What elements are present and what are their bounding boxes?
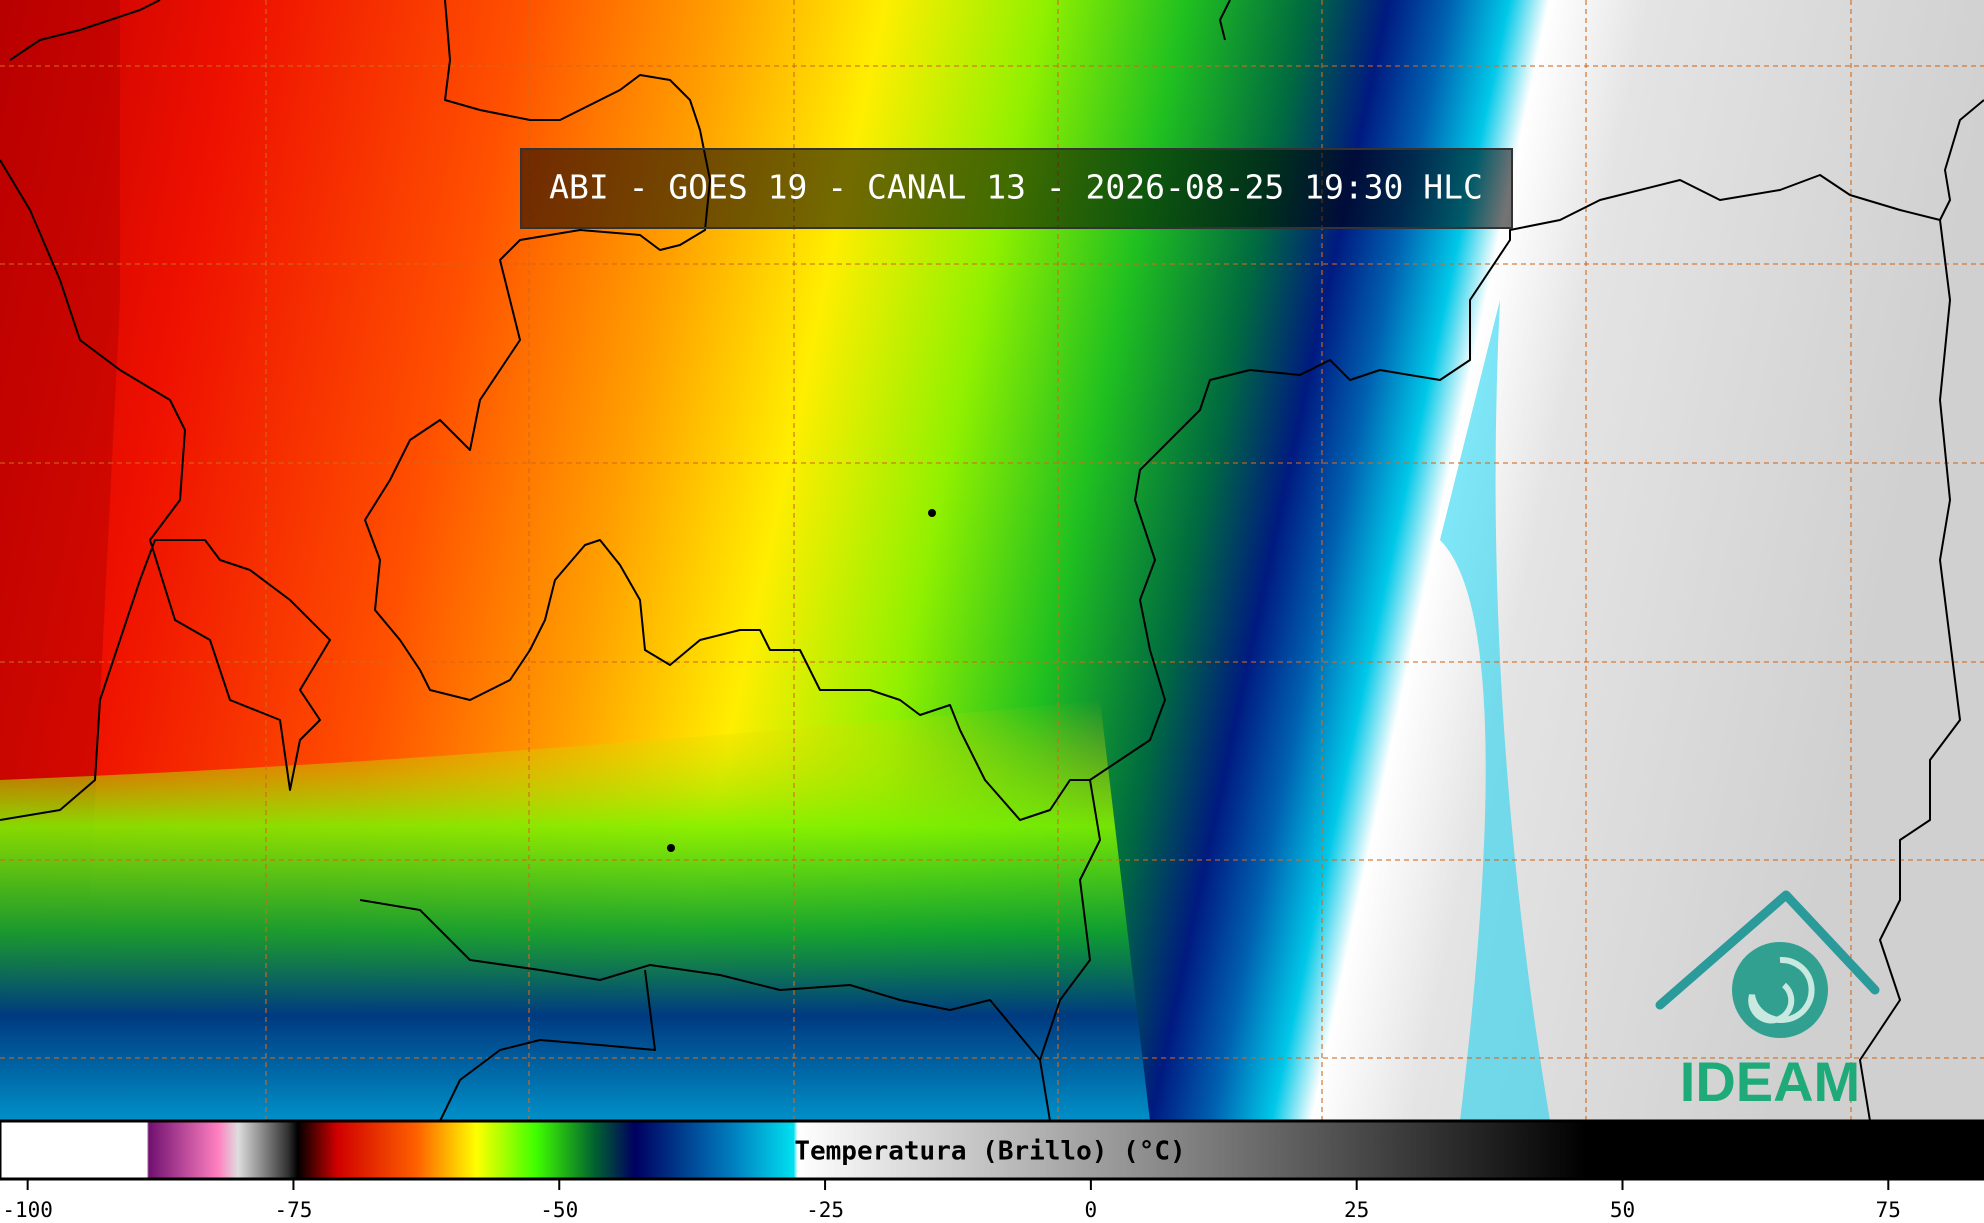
logo-text: IDEAM	[1680, 1050, 1860, 1113]
colorbar-tick-label: -25	[806, 1198, 844, 1222]
title-background	[520, 148, 1513, 229]
colorbar-ramp	[0, 1119, 1984, 1181]
colorbar-tick-label: 25	[1344, 1198, 1369, 1222]
colorbar: Temperatura (Brillo) (°C) -100 -75 -50 -25 0…	[0, 1119, 1984, 1222]
colorbar-tick-label: -100	[2, 1198, 53, 1222]
colorbar-tick-label: -50	[540, 1198, 578, 1222]
title-box: ABI - GOES 19 - CANAL 13 - 2026-08-25 19…	[520, 148, 1513, 229]
colorbar-tick-label: 75	[1876, 1198, 1901, 1222]
colorbar-tick-label: -75	[274, 1198, 312, 1222]
borders	[0, 0, 1984, 1122]
colorbar-label: Temperatura (Brillo) (°C)	[794, 1137, 1185, 1167]
colorbar-tick-label: 50	[1610, 1198, 1635, 1222]
colorbar-tick-label: 0	[1085, 1198, 1098, 1222]
graticule	[0, 0, 1984, 1121]
title: ABI - GOES 19 - CANAL 13 - 2026-08-25 19…	[549, 168, 1483, 207]
ideam-logo: IDEAM	[1655, 890, 1880, 1113]
